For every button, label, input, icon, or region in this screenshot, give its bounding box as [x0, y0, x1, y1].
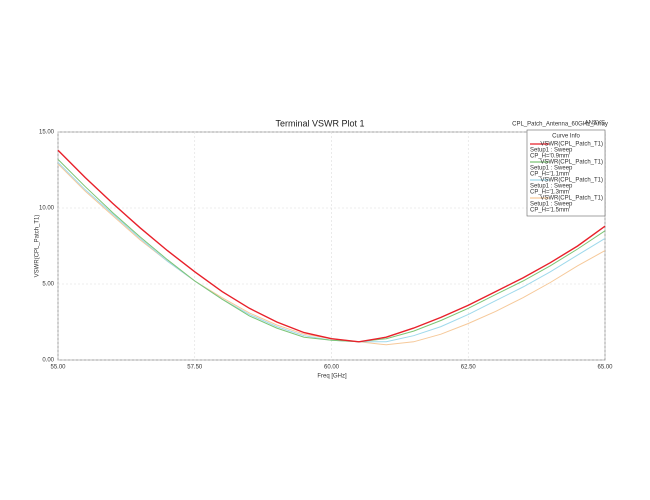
series-line [57, 149, 606, 343]
x-tick-label: 57.50 [187, 365, 203, 371]
x-tick-label: 62.50 [461, 365, 477, 371]
legend-label: VSWR(CPL_Patch_T1) [540, 142, 603, 148]
x-tick-label: 55.00 [50, 365, 66, 371]
legend-title: Curve Info [552, 134, 580, 140]
legend-label: VSWR(CPL_Patch_T1) [540, 196, 603, 202]
y-tick-label: 5.00 [42, 282, 54, 288]
brand: ANSYS [585, 121, 605, 127]
y-axis-label: VSWR(CPL_Patch_T1) [35, 215, 41, 278]
legend-setup: Setup1 : Sweep [530, 184, 573, 190]
legend-label: VSWR(CPL_Patch_T1) [540, 160, 603, 166]
x-axis-label: Freq [GHz] [317, 374, 347, 380]
legend-label: VSWR(CPL_Patch_T1) [540, 178, 603, 184]
legend-setup: Setup1 : Sweep [530, 202, 573, 208]
series-line [57, 159, 606, 343]
legend-setup: Setup1 : Sweep [530, 166, 573, 172]
legend-setup: Setup1 : Sweep [530, 148, 573, 154]
y-tick-label: 0.00 [42, 358, 54, 364]
x-tick-label: 60.00 [324, 365, 340, 371]
legend-variant: CP_H='1.1mm' [530, 172, 570, 178]
x-tick-label: 65.00 [597, 365, 613, 371]
y-tick-label: 10.00 [39, 206, 55, 212]
y-tick-label: 15.00 [39, 130, 55, 136]
legend-variant: CP_H='1.5mm' [530, 208, 570, 214]
chart-title: Terminal VSWR Plot 1 [275, 118, 364, 128]
legend-variant: CP_H='0.9mm' [530, 154, 570, 160]
design-name: CPL_Patch_Antenna_60GHz_Array [512, 122, 608, 128]
legend-variant: CP_H='1.3mm' [530, 190, 570, 196]
